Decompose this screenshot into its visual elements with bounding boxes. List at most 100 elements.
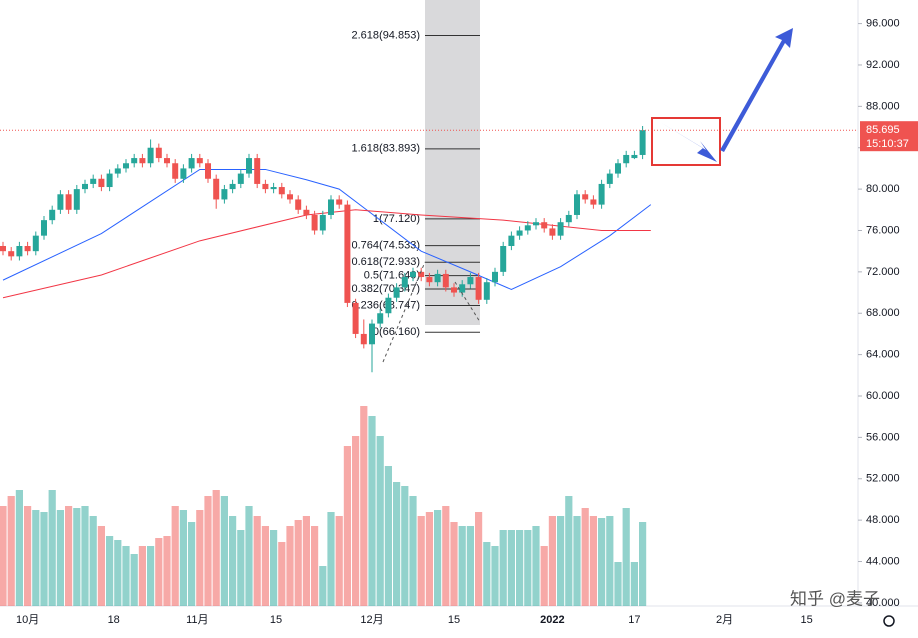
y-tick-label: 96.000 xyxy=(866,17,900,29)
volume-bar xyxy=(393,482,401,606)
candle-body xyxy=(221,189,228,200)
volume-bar xyxy=(475,512,483,606)
volume-bar xyxy=(360,406,368,606)
volume-bar xyxy=(311,526,319,606)
volume-bar xyxy=(450,522,458,606)
volume-bar xyxy=(409,496,417,606)
date-range-highlight xyxy=(425,0,480,325)
candle-body xyxy=(418,271,425,278)
volume-bar xyxy=(384,466,392,606)
candle-body xyxy=(549,228,556,236)
candle-body xyxy=(49,209,56,221)
candle-body xyxy=(237,173,244,184)
candle-body xyxy=(295,199,302,210)
volume-bar xyxy=(507,530,515,606)
candle-body xyxy=(8,251,15,257)
volume-bar xyxy=(261,526,269,606)
candle-body xyxy=(606,173,613,184)
volume-bar xyxy=(229,516,237,606)
moving-average xyxy=(2,168,652,290)
volume-bar xyxy=(81,506,89,606)
candle-body xyxy=(278,187,285,195)
candle-body xyxy=(360,333,367,345)
settings-icon[interactable] xyxy=(883,615,895,627)
candle-body xyxy=(303,209,310,215)
moving-average xyxy=(2,209,651,299)
volume-bar xyxy=(581,508,589,606)
candle-body xyxy=(24,246,31,252)
x-tick-label: 18 xyxy=(108,614,120,626)
candle-body xyxy=(114,168,121,174)
arrow xyxy=(720,28,793,152)
candle-body xyxy=(410,271,416,278)
candle-body xyxy=(492,271,498,283)
candle-body xyxy=(598,183,605,205)
volume-bar xyxy=(24,506,32,606)
candle-body xyxy=(442,273,449,288)
volume-bar xyxy=(294,520,302,606)
candle-body xyxy=(459,284,466,293)
y-tick-label: 60.000 xyxy=(866,390,900,402)
volume-bar xyxy=(639,522,647,606)
x-tick-label: 10月 xyxy=(16,614,39,626)
candle-body xyxy=(73,189,80,210)
volume-bar xyxy=(401,486,409,606)
plot: 96.00092.00088.00084.00080.00076.00072.0… xyxy=(0,17,918,626)
volume-bar xyxy=(343,446,351,606)
volume-bar xyxy=(212,490,220,606)
candle-body xyxy=(377,313,384,324)
candle-body xyxy=(287,194,293,200)
volume-bar xyxy=(15,490,23,606)
candle-body xyxy=(574,194,580,215)
x-tick-label: 12月 xyxy=(360,614,383,626)
volume-bar xyxy=(614,562,622,606)
candle-body xyxy=(483,282,490,300)
candle-body xyxy=(623,154,630,164)
candle-body xyxy=(328,199,334,215)
volume-bar xyxy=(245,506,253,606)
volume-bar xyxy=(220,496,228,606)
fib-label: 2.618(94.853) xyxy=(352,29,421,41)
y-tick-label: 40.000 xyxy=(866,597,900,609)
candle-body xyxy=(352,302,359,334)
candle-body xyxy=(139,158,146,164)
volume-bar xyxy=(376,436,384,606)
candle-body xyxy=(311,214,318,231)
candle-body xyxy=(262,183,269,190)
volume-bar xyxy=(286,526,294,606)
volume-bar xyxy=(65,506,73,606)
volume-bar xyxy=(179,510,187,606)
volume-bar xyxy=(598,518,606,606)
highlight-box xyxy=(651,117,721,166)
volume-bar xyxy=(237,530,245,606)
candle-body xyxy=(172,163,179,179)
candle-body xyxy=(344,204,351,303)
candle-body xyxy=(639,130,646,155)
volume-bar xyxy=(73,508,81,606)
volume-bar xyxy=(548,516,556,606)
candle-body xyxy=(98,178,105,188)
volume-bar xyxy=(630,562,638,606)
volume-bar xyxy=(106,536,114,606)
volume-bar xyxy=(138,546,146,606)
volume-bar xyxy=(253,516,261,606)
candle-body xyxy=(434,273,441,283)
x-tick-label: 2022 xyxy=(540,614,564,626)
volume-bar xyxy=(130,554,138,606)
volume-bar xyxy=(327,512,335,606)
candle-body xyxy=(615,163,621,174)
volume-bar xyxy=(7,496,15,606)
volume-bar xyxy=(483,542,491,606)
x-tick-label: 11月 xyxy=(186,614,208,626)
candle-body xyxy=(254,158,261,184)
candle-body xyxy=(131,158,138,164)
candle-body xyxy=(565,214,572,223)
candle-body xyxy=(631,154,638,159)
volume-bar xyxy=(163,536,171,606)
candle-body xyxy=(541,222,548,229)
candle-body xyxy=(82,183,88,190)
candle-body xyxy=(229,183,236,190)
volume-bar xyxy=(368,416,376,606)
fib-label: 0.382(70.347) xyxy=(352,283,421,295)
volume-bar xyxy=(302,516,310,606)
